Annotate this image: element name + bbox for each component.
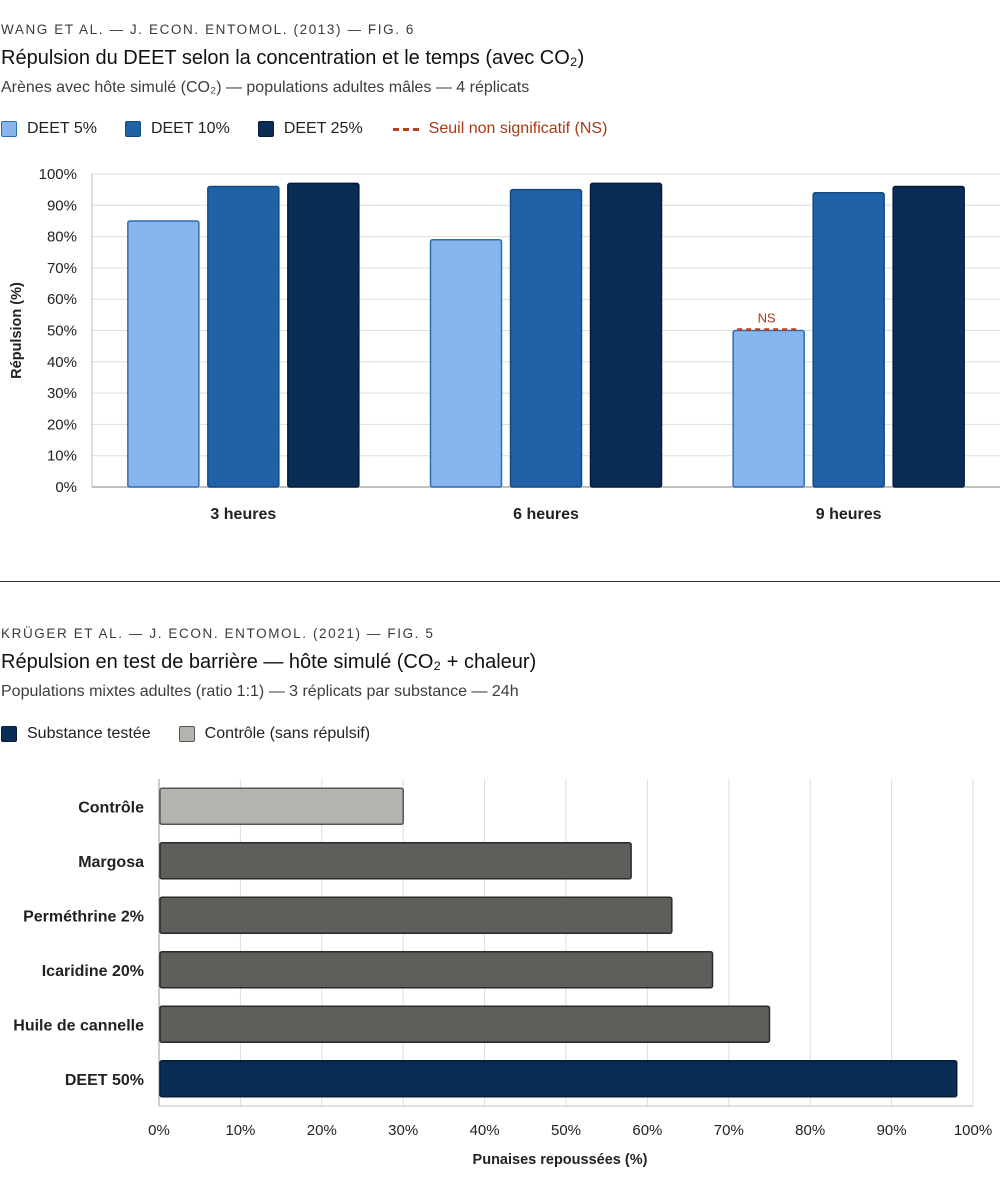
y-tick-label: 90% xyxy=(47,197,77,214)
y-category-label: Contrôle xyxy=(78,799,144,816)
bar-6-heures-deet-10 xyxy=(509,188,583,488)
legend-label-substance: Substance testée xyxy=(27,725,151,742)
x-tick-label: 20% xyxy=(307,1122,337,1139)
y-tick-label: 70% xyxy=(47,260,77,277)
legend-item-substance: Substance testée xyxy=(1,725,151,743)
figure-1: WANG ET AL. — J. ECON. ENTOMOL. (2013) —… xyxy=(0,0,1000,560)
figure-2-legend: Substance testée Contrôle (sans répulsif… xyxy=(1,725,398,743)
figure-1-kicker: WANG ET AL. — J. ECON. ENTOMOL. (2013) —… xyxy=(1,22,416,37)
figure-2-subtitle: Populations mixtes adultes (ratio 1:1) —… xyxy=(1,683,519,700)
bar-permethrine-2 xyxy=(159,896,673,934)
bar-icaridine-20 xyxy=(159,951,714,989)
bar-9-heures-deet-5 xyxy=(732,329,805,488)
y-tick-label: 40% xyxy=(47,354,77,371)
legend-label-deet-10: DEET 10% xyxy=(150,120,230,137)
bar-controle xyxy=(159,787,404,825)
bar-6-heures-deet-25 xyxy=(589,182,663,488)
legend-swatch-deet-25 xyxy=(257,121,274,137)
figure-1-legend: DEET 5% DEET 10% DEET 25% Seuil non sign… xyxy=(1,120,635,138)
y-tick-label: 0% xyxy=(55,479,77,496)
y-tick-label: 20% xyxy=(47,416,77,433)
x-tick-label: 60% xyxy=(632,1122,662,1139)
y-axis-title: Répulsion (%) xyxy=(9,282,25,379)
y-tick-label: 60% xyxy=(47,291,77,308)
bar-margosa xyxy=(159,842,632,880)
bar-deet-50 xyxy=(159,1060,958,1098)
bar-huile-de-cannelle xyxy=(159,1005,771,1043)
bar-3-heures-deet-5 xyxy=(127,220,200,488)
bar-3-heures-deet-25 xyxy=(287,182,360,488)
figure-1-subtitle: Arènes avec hôte simulé (CO₂) — populati… xyxy=(1,79,530,96)
x-tick-label: 3 heures xyxy=(210,506,276,523)
y-category-label: Perméthrine 2% xyxy=(23,908,144,925)
x-tick-label: 10% xyxy=(225,1122,255,1139)
bar-3-heures-deet-10 xyxy=(207,185,280,488)
x-tick-label: 100% xyxy=(954,1122,992,1139)
legend-swatch-deet-5 xyxy=(1,121,17,137)
x-tick-label: 80% xyxy=(795,1122,825,1139)
y-tick-label: 10% xyxy=(47,448,77,465)
legend-dash-ns xyxy=(392,127,419,131)
legend-label-deet-5: DEET 5% xyxy=(27,120,97,137)
y-category-label: Margosa xyxy=(78,854,144,871)
legend-item-control: Contrôle (sans répulsif) xyxy=(178,725,371,743)
x-tick-label: 0% xyxy=(148,1122,170,1139)
x-tick-label: 50% xyxy=(551,1122,581,1139)
legend-label-ns: Seuil non significatif (NS) xyxy=(428,120,608,137)
legend-swatch-deet-10 xyxy=(124,121,141,137)
x-tick-label: 9 heures xyxy=(816,506,882,523)
chart-2-horizontal-bar: 0% 10% 20% 30% 40% 50% 60% 70% 80% 90% 100% Punaise… xyxy=(13,779,992,1168)
y-category-label: Huile de cannelle xyxy=(13,1017,144,1034)
legend-item-deet-5: DEET 5% xyxy=(1,120,97,138)
x-axis-title: Punaises repoussées (%) xyxy=(473,1152,648,1168)
chart-1-grouped-bar: 0% 10% 20% 30% 40% 50% 60% 70% 80% 90% 100% Répulsi… xyxy=(9,166,1000,523)
figure-2: KRÜGER ET AL. — J. ECON. ENTOMOL. (2021)… xyxy=(0,604,1000,1196)
y-tick-label: 100% xyxy=(39,166,77,183)
bar-9-heures-deet-25 xyxy=(892,185,965,488)
legend-swatch-substance xyxy=(1,726,17,742)
bar-9-heures-deet-10 xyxy=(812,192,885,488)
x-tick-label: 70% xyxy=(714,1122,744,1139)
legend-item-deet-10: DEET 10% xyxy=(124,120,230,138)
y-tick-label: 30% xyxy=(47,385,77,402)
ns-annotation: NS xyxy=(758,311,776,326)
x-tick-label: 90% xyxy=(877,1122,907,1139)
y-category-label: Icaridine 20% xyxy=(42,963,144,980)
legend-label-deet-25: DEET 25% xyxy=(283,120,363,137)
x-tick-label: 6 heures xyxy=(513,506,579,523)
figure-1-title: Répulsion du DEET selon la concentration… xyxy=(1,47,585,69)
legend-swatch-control xyxy=(178,726,195,742)
y-category-label: DEET 50% xyxy=(65,1072,144,1089)
figure-2-title: Répulsion en test de barrière — hôte sim… xyxy=(1,651,537,673)
legend-label-control: Contrôle (sans répulsif) xyxy=(204,725,371,742)
y-tick-label: 50% xyxy=(47,323,77,340)
legend-item-ns-threshold: Seuil non significatif (NS) xyxy=(391,120,608,138)
legend-item-deet-25: DEET 25% xyxy=(257,120,363,138)
section-divider xyxy=(0,581,1000,582)
x-tick-label: 30% xyxy=(388,1122,418,1139)
bar-6-heures-deet-5 xyxy=(429,238,503,488)
x-tick-label: 40% xyxy=(470,1122,500,1139)
y-tick-label: 80% xyxy=(47,229,77,246)
figure-2-kicker: KRÜGER ET AL. — J. ECON. ENTOMOL. (2021)… xyxy=(1,626,435,641)
